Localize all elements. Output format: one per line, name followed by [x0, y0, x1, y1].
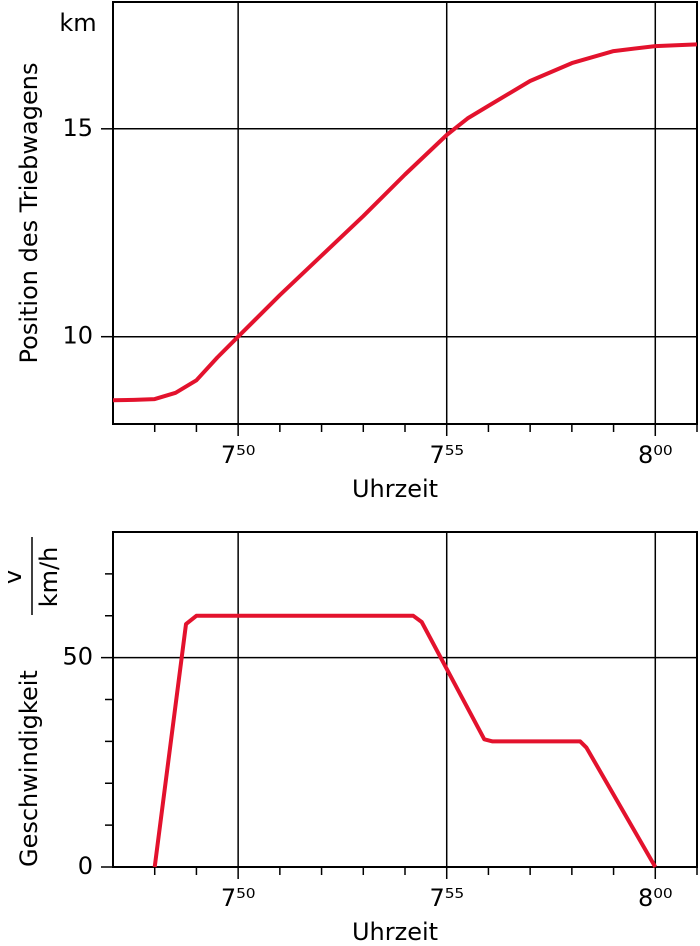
x-tick-label: 7⁵⁰ [221, 441, 256, 469]
y-axis-label: Geschwindigkeit [15, 670, 43, 867]
y-unit: km [59, 9, 96, 37]
x-axis-label: Uhrzeit [352, 918, 438, 946]
x-tick-label: 8⁰⁰ [638, 441, 673, 469]
x-tick-label: 7⁵⁵ [429, 441, 464, 469]
data-line [152, 613, 658, 868]
y-unit-denominator: km/h [35, 547, 63, 608]
plot-frame [112, 531, 698, 868]
x-tick-label: 7⁵⁰ [221, 884, 256, 912]
y-axis-label: Position des Triebwagens [15, 63, 43, 364]
y-tick-label: 50 [62, 643, 93, 671]
y-axis-label-group: Geschwindigkeit v km/h [0, 537, 63, 867]
x-tick-label: 8⁰⁰ [638, 884, 673, 912]
y-tick-label: 15 [62, 114, 93, 142]
y-tick-label: 10 [62, 322, 93, 350]
y-unit-numerator: v [0, 570, 27, 584]
x-axis-label: Uhrzeit [352, 475, 438, 503]
y-tick-label: 0 [78, 852, 93, 880]
data-line [112, 42, 698, 403]
x-tick-label: 7⁵⁵ [429, 884, 464, 912]
plot-frame [112, 1, 698, 425]
